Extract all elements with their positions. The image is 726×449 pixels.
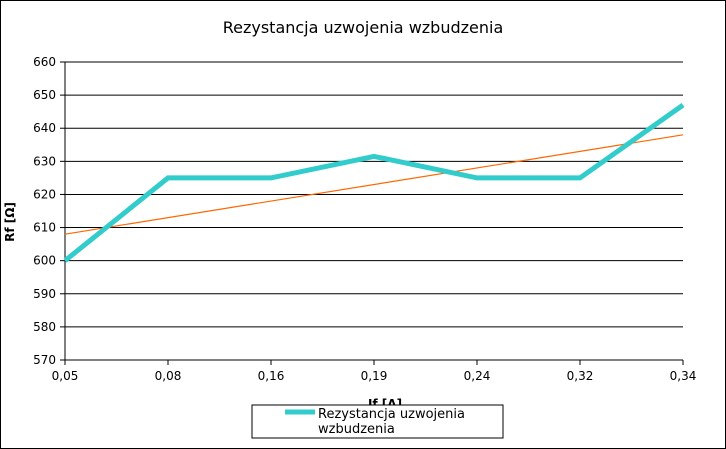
y-tick-label: 630 bbox=[33, 154, 56, 168]
y-tick-label: 650 bbox=[33, 88, 56, 102]
y-tick-label: 590 bbox=[33, 287, 56, 301]
x-tick-label: 0,34 bbox=[670, 369, 697, 383]
chart-title: Rezystancja uzwojenia wzbudzenia bbox=[223, 18, 504, 37]
x-tick-label: 0,08 bbox=[155, 369, 182, 383]
x-tick-label: 0,24 bbox=[464, 369, 491, 383]
x-tick-label: 0,32 bbox=[567, 369, 594, 383]
y-tick-label: 640 bbox=[33, 121, 56, 135]
x-tick-label: 0,19 bbox=[361, 369, 388, 383]
y-tick-label: 660 bbox=[33, 55, 56, 69]
y-tick-label: 600 bbox=[33, 254, 56, 268]
series-group bbox=[63, 103, 685, 263]
legend-label-line-1: Rezystancja uzwojenia bbox=[318, 407, 465, 422]
y-tick-label: 580 bbox=[33, 320, 56, 334]
y-tick-label: 610 bbox=[33, 221, 56, 235]
legend: Rezystancja uzwojenia wzbudzenia bbox=[251, 404, 504, 439]
trendline bbox=[64, 134, 684, 235]
legend-label-line-2: wzbudzenia bbox=[318, 422, 395, 437]
plot-area bbox=[64, 62, 683, 361]
y-tick-label: 620 bbox=[33, 187, 56, 201]
y-axis-ticks: 570 580 590 600 610 620 630 640 650 660 bbox=[33, 55, 65, 367]
y-tick-label: 570 bbox=[33, 353, 56, 367]
y-axis-title: Rf [Ω] bbox=[3, 202, 17, 242]
x-tick-label: 0,16 bbox=[258, 369, 285, 383]
x-tick-label: 0,05 bbox=[52, 369, 79, 383]
gridlines bbox=[65, 61, 683, 361]
x-axis-ticks: 0,05 0,08 0,16 0,19 0,24 0,32 0,34 bbox=[52, 360, 697, 383]
